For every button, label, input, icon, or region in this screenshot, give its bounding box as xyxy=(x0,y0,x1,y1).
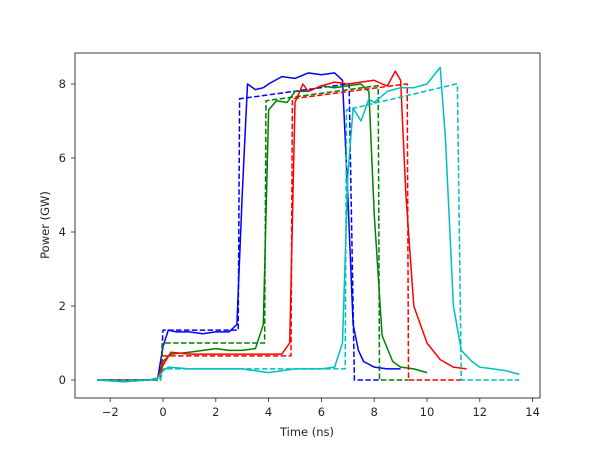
plot-lines xyxy=(96,66,520,383)
x-tick-label: 10 xyxy=(420,405,435,419)
x-axis-label: Time (ns) xyxy=(279,425,334,439)
x-tick-label: 0 xyxy=(159,405,166,419)
x-tick-label: −2 xyxy=(102,405,119,419)
x-tick-label: 8 xyxy=(371,405,378,419)
x-tick-label: 6 xyxy=(318,405,325,419)
y-tick-label: 0 xyxy=(59,373,66,387)
x-axis: −2 0 2 4 6 8 10 12 14 xyxy=(102,398,540,419)
y-tick-label: 4 xyxy=(59,225,66,239)
x-tick-label: 2 xyxy=(212,405,219,419)
x-tick-label: 4 xyxy=(265,405,272,419)
y-tick-label: 2 xyxy=(59,299,66,313)
axes-frame xyxy=(74,52,541,399)
x-tick-label: 12 xyxy=(472,405,487,419)
y-axis-label: Power (GW) xyxy=(38,191,52,259)
y-tick-label: 8 xyxy=(59,77,66,91)
x-tick-label: 14 xyxy=(525,405,540,419)
y-tick-label: 6 xyxy=(59,151,66,165)
series-line-cyan-model xyxy=(97,83,520,381)
series-line-red-measured xyxy=(97,70,467,381)
series-line-cyan-measured xyxy=(96,66,520,383)
y-axis: 0 2 4 6 8 xyxy=(59,77,75,387)
